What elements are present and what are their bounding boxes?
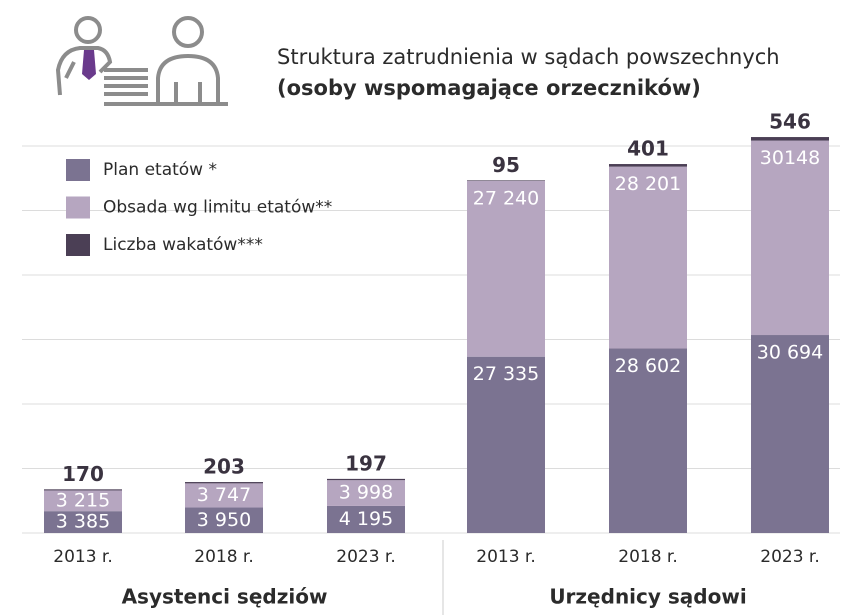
bar-segment [185, 483, 263, 508]
value-label: 170 [62, 462, 104, 486]
value-label: 3 998 [339, 482, 393, 504]
value-label: 28 201 [615, 173, 681, 195]
legend-swatch [66, 159, 90, 181]
x-tick-label: 2023 r. [760, 547, 820, 567]
legend-label: Plan etatów * [103, 160, 217, 180]
x-tick-label: 2013 r. [476, 547, 536, 567]
icon [55, 16, 228, 106]
bar-segment [751, 137, 829, 141]
bar-segment [327, 505, 405, 533]
value-label: 3 747 [197, 484, 251, 506]
bar-segment [327, 478, 405, 481]
bar-segment [44, 511, 122, 533]
x-tick-label: 2013 r. [53, 547, 113, 567]
legend-label: Obsada wg limitu etatów** [103, 198, 332, 218]
value-label: 546 [769, 110, 811, 134]
group-label: Asystenci sędziów [122, 585, 328, 609]
legend-label: Liczba wakatów*** [103, 235, 263, 255]
bar-segment [751, 140, 829, 336]
value-label: 401 [627, 137, 669, 161]
bar-segment [185, 507, 263, 533]
value-label: 3 950 [197, 509, 251, 531]
bar-segment [751, 335, 829, 533]
icon-tie [82, 50, 96, 80]
group-label: Urzędnicy sądowi [549, 585, 746, 609]
bar-segment [467, 180, 545, 181]
legend-swatch [66, 234, 90, 256]
chart-title: Struktura zatrudnienia w sądach powszech… [277, 45, 780, 69]
bar-segment [185, 482, 263, 484]
bar-segment [609, 166, 687, 349]
value-label: 4 195 [339, 508, 393, 530]
value-label: 27 335 [473, 363, 539, 385]
value-label: 27 240 [473, 187, 539, 209]
value-label: 3 385 [56, 511, 110, 533]
value-label: 3 215 [56, 489, 110, 511]
bar-segment [609, 348, 687, 533]
bar-segment [467, 356, 545, 533]
value-label: 28 602 [615, 355, 681, 377]
value-label: 95 [492, 153, 520, 177]
value-label: 30 694 [757, 342, 823, 364]
value-label: 30148 [760, 147, 820, 169]
value-label: 203 [203, 455, 245, 479]
bar-segment [609, 164, 687, 167]
x-tick-label: 2018 r. [194, 547, 254, 567]
legend-swatch [66, 196, 90, 219]
bar-segment [467, 180, 545, 357]
bar-segment [44, 489, 122, 491]
bar-segment [44, 490, 122, 512]
bar-segment [327, 480, 405, 506]
value-label: 197 [345, 451, 387, 475]
chart-subtitle: (osoby wspomagające orzeczników) [277, 76, 701, 100]
x-tick-label: 2023 r. [336, 547, 396, 567]
x-tick-label: 2018 r. [618, 547, 678, 567]
